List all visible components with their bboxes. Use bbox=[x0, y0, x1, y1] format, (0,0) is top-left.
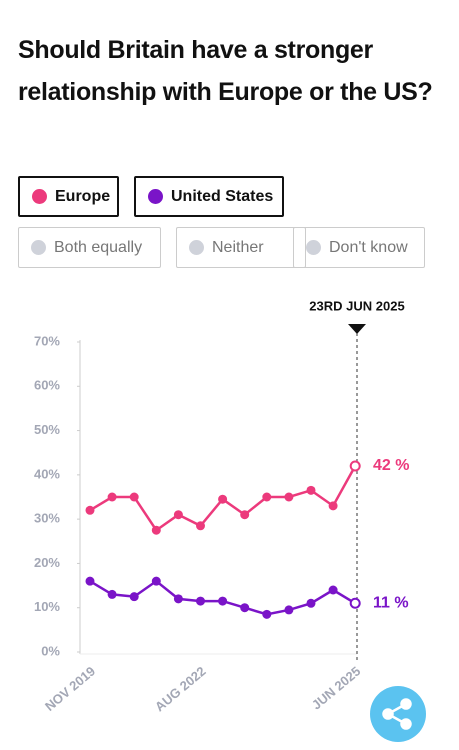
data-point bbox=[349, 460, 361, 472]
data-point bbox=[196, 596, 205, 606]
legend-label: Both equally bbox=[54, 238, 143, 256]
y-tick-label: 0% bbox=[41, 643, 60, 658]
data-point bbox=[129, 492, 139, 502]
value-label: 42 % bbox=[373, 457, 409, 474]
legend-button[interactable]: Don't know bbox=[293, 227, 425, 268]
value-label: 11 % bbox=[373, 595, 409, 612]
x-tick-label: AUG 2022 bbox=[152, 663, 209, 714]
data-point bbox=[284, 605, 294, 615]
data-point bbox=[85, 576, 95, 586]
legend-button[interactable]: Neither bbox=[176, 227, 306, 268]
legend-label: United States bbox=[171, 187, 274, 205]
y-tick-label: 30% bbox=[34, 511, 60, 526]
data-point bbox=[349, 597, 361, 609]
legend-label: Neither bbox=[212, 238, 264, 256]
data-point bbox=[196, 521, 205, 531]
legend-label: Don't know bbox=[329, 238, 408, 256]
data-point bbox=[306, 598, 316, 608]
share-circle[interactable] bbox=[370, 686, 426, 742]
data-point bbox=[306, 485, 316, 495]
chart-title: Should Britain have a stronger relations… bbox=[18, 36, 433, 106]
data-point bbox=[262, 492, 272, 502]
data-point bbox=[107, 589, 117, 599]
data-point bbox=[218, 494, 228, 504]
data-point bbox=[107, 492, 117, 502]
legend-swatch bbox=[31, 240, 46, 255]
date-marker-label: 23RD JUN 2025 bbox=[309, 298, 404, 313]
data-point bbox=[173, 594, 183, 604]
x-tick-label: NOV 2019 bbox=[42, 663, 98, 714]
legend-button[interactable]: Both equally bbox=[18, 227, 161, 268]
data-point bbox=[129, 592, 139, 602]
legend-swatch bbox=[306, 240, 321, 255]
legend-swatch bbox=[32, 189, 47, 204]
share-button[interactable] bbox=[370, 686, 426, 742]
y-tick-label: 10% bbox=[34, 599, 60, 614]
legend-swatch bbox=[189, 240, 204, 255]
data-point bbox=[151, 576, 161, 586]
data-point bbox=[284, 492, 294, 502]
legend-button[interactable]: Europe bbox=[18, 176, 119, 217]
data-point bbox=[173, 510, 183, 520]
y-tick-label: 20% bbox=[34, 555, 60, 570]
legend-swatch bbox=[148, 189, 163, 204]
data-point bbox=[328, 501, 338, 511]
legend-label: Europe bbox=[55, 187, 111, 205]
data-point bbox=[240, 510, 250, 520]
data-point bbox=[151, 525, 161, 535]
data-point bbox=[240, 603, 250, 613]
data-point bbox=[328, 585, 338, 595]
data-point bbox=[218, 596, 228, 606]
y-tick-label: 50% bbox=[34, 422, 60, 437]
x-tick-label: JUN 2025 bbox=[309, 663, 363, 712]
date-marker-arrow bbox=[348, 324, 366, 334]
share-icon bbox=[382, 698, 412, 730]
data-point bbox=[85, 505, 95, 515]
y-tick-label: 70% bbox=[34, 333, 60, 348]
y-tick-label: 40% bbox=[34, 466, 60, 481]
y-tick-label: 60% bbox=[34, 378, 60, 393]
legend-button[interactable]: United States bbox=[134, 176, 284, 217]
data-point bbox=[262, 609, 272, 619]
